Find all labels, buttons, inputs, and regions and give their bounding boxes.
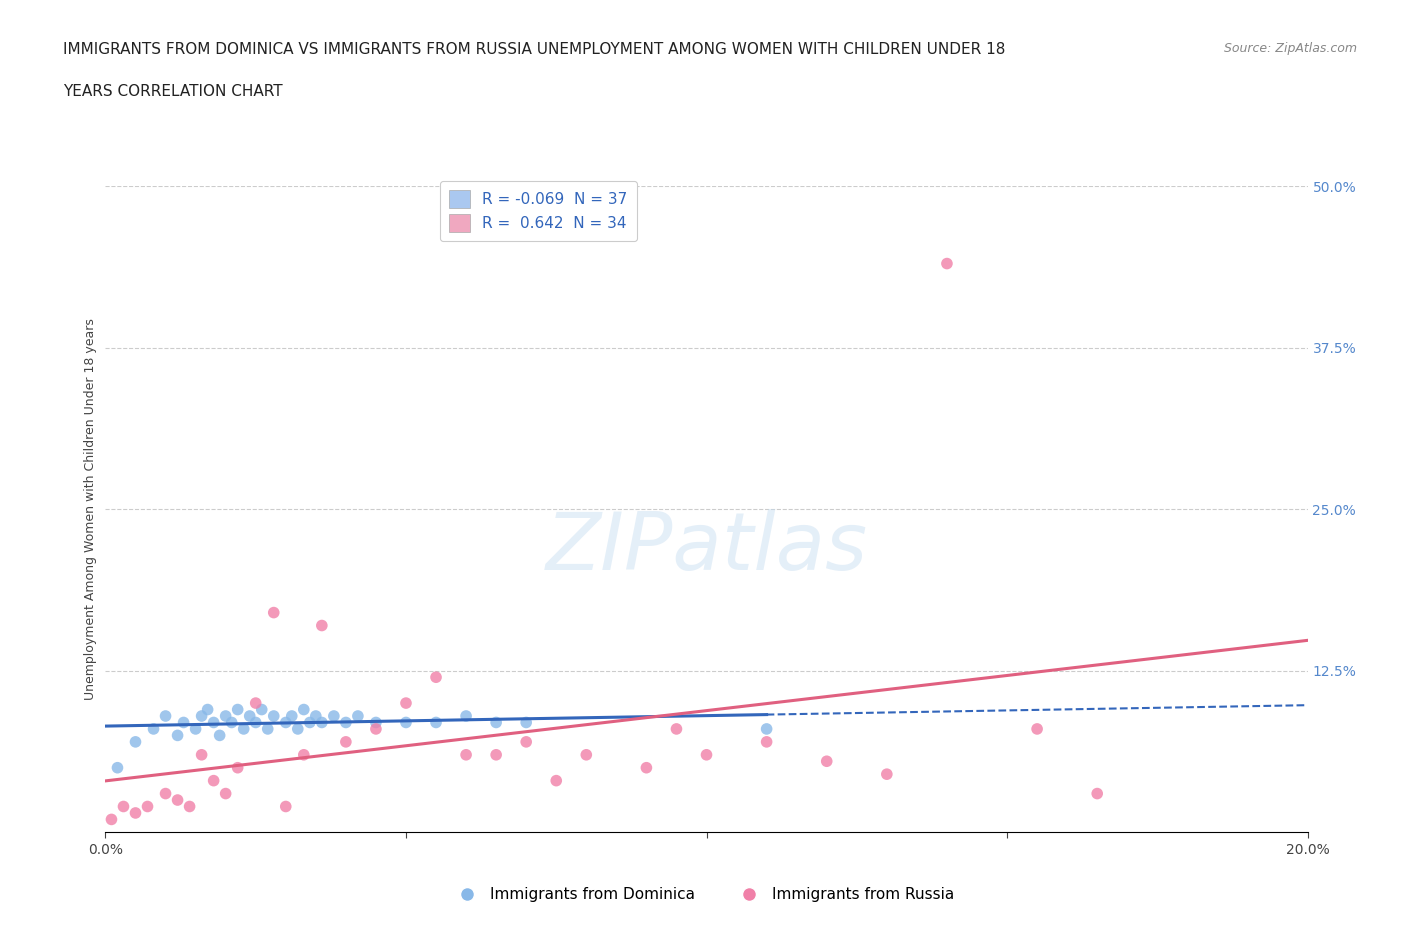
Point	[292, 702, 315, 717]
Point	[263, 605, 285, 620]
Point	[364, 722, 387, 737]
Point	[311, 618, 333, 633]
Point	[136, 799, 159, 814]
Point	[274, 799, 297, 814]
Point	[335, 715, 357, 730]
Point	[239, 709, 262, 724]
Point	[696, 748, 718, 763]
Point	[515, 715, 537, 730]
Point	[232, 722, 254, 737]
Point	[112, 799, 135, 814]
Point	[184, 722, 207, 737]
Point	[166, 728, 188, 743]
Point	[155, 786, 177, 801]
Point	[202, 715, 225, 730]
Point	[755, 735, 778, 750]
Point	[936, 256, 959, 271]
Point	[425, 670, 447, 684]
Point	[665, 722, 688, 737]
Point	[166, 792, 188, 807]
Point	[190, 748, 212, 763]
Point	[263, 709, 285, 724]
Point	[815, 754, 838, 769]
Point	[107, 761, 129, 776]
Point	[305, 709, 328, 724]
Point	[311, 715, 333, 730]
Point	[322, 709, 344, 724]
Point	[1026, 722, 1049, 737]
Point	[179, 799, 201, 814]
Point	[124, 805, 146, 820]
Y-axis label: Unemployment Among Women with Children Under 18 years: Unemployment Among Women with Children U…	[84, 318, 97, 700]
Point	[1085, 786, 1108, 801]
Point	[281, 709, 304, 724]
Point	[292, 748, 315, 763]
Point	[335, 735, 357, 750]
Text: ZIPatlas: ZIPatlas	[546, 509, 868, 587]
Point	[485, 748, 508, 763]
Point	[395, 715, 418, 730]
Point	[256, 722, 278, 737]
Point	[245, 715, 267, 730]
Point	[226, 761, 249, 776]
Point	[197, 702, 219, 717]
Point	[190, 709, 212, 724]
Point	[124, 735, 146, 750]
Point	[208, 728, 231, 743]
Point	[395, 696, 418, 711]
Point	[226, 702, 249, 717]
Point	[454, 748, 477, 763]
Point	[575, 748, 598, 763]
Point	[142, 722, 165, 737]
Point	[364, 715, 387, 730]
Point	[755, 722, 778, 737]
Text: Source: ZipAtlas.com: Source: ZipAtlas.com	[1223, 42, 1357, 55]
Point	[454, 709, 477, 724]
Text: IMMIGRANTS FROM DOMINICA VS IMMIGRANTS FROM RUSSIA UNEMPLOYMENT AMONG WOMEN WITH: IMMIGRANTS FROM DOMINICA VS IMMIGRANTS F…	[63, 42, 1005, 57]
Point	[100, 812, 122, 827]
Point	[485, 715, 508, 730]
Point	[250, 702, 273, 717]
Legend: Immigrants from Dominica, Immigrants from Russia: Immigrants from Dominica, Immigrants fro…	[446, 882, 960, 909]
Point	[287, 722, 309, 737]
Point	[214, 786, 236, 801]
Point	[221, 715, 243, 730]
Point	[274, 715, 297, 730]
Point	[636, 761, 658, 776]
Point	[876, 766, 898, 781]
Text: YEARS CORRELATION CHART: YEARS CORRELATION CHART	[63, 84, 283, 99]
Point	[425, 715, 447, 730]
Point	[214, 709, 236, 724]
Point	[298, 715, 321, 730]
Point	[173, 715, 195, 730]
Legend: R = -0.069  N = 37, R =  0.642  N = 34: R = -0.069 N = 37, R = 0.642 N = 34	[440, 180, 637, 241]
Point	[155, 709, 177, 724]
Point	[347, 709, 370, 724]
Point	[202, 773, 225, 788]
Point	[515, 735, 537, 750]
Point	[245, 696, 267, 711]
Point	[546, 773, 568, 788]
